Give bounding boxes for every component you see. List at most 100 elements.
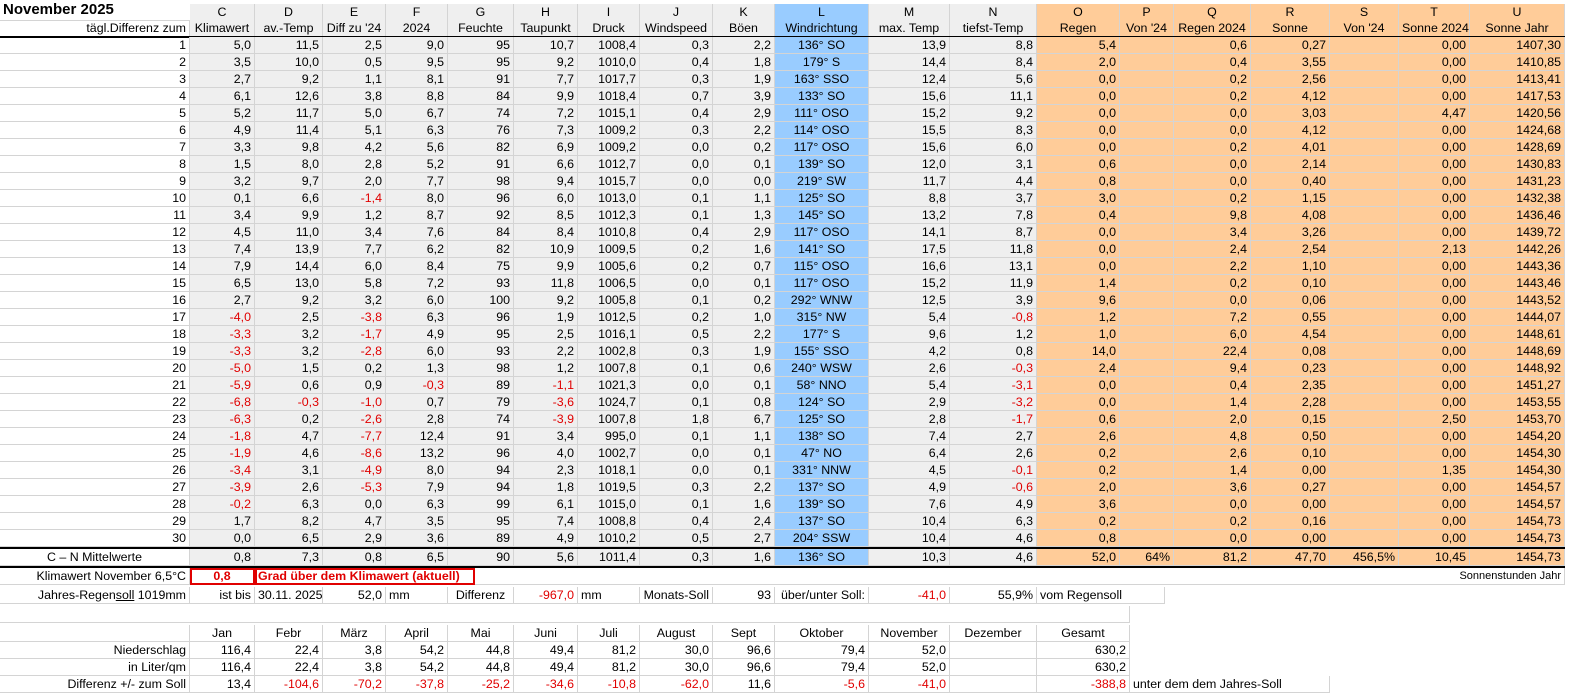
day-cell-f[interactable]: 2,8 [386,411,448,428]
day-number[interactable]: 12 [0,224,190,241]
day-cell-q[interactable]: 0,2 [1174,513,1251,530]
day-cell-o[interactable]: 0,0 [1037,258,1120,275]
vom-regensoll-label[interactable]: vom Regensoll [1037,587,1165,604]
day-number[interactable]: 22 [0,394,190,411]
day-cell-o[interactable]: 0,8 [1037,530,1120,547]
day-cell-n[interactable]: 9,2 [950,105,1037,122]
day-cell-h[interactable]: 6,6 [514,156,578,173]
day-cell-l[interactable]: 125° SO [775,411,869,428]
day-cell-l[interactable]: 117° OSO [775,139,869,156]
day-cell-k[interactable]: 1,3 [713,207,775,224]
day-cell-n[interactable]: 3,9 [950,292,1037,309]
day-cell-s[interactable] [1330,462,1399,479]
day-cell-p[interactable] [1120,207,1174,224]
day-cell-o[interactable]: 1,2 [1037,309,1120,326]
day-cell-d[interactable]: 3,2 [255,343,323,360]
day-number[interactable]: 27 [0,479,190,496]
day-cell-q[interactable]: 2,6 [1174,445,1251,462]
ist-unit[interactable]: mm [386,587,448,604]
day-cell-j[interactable]: 0,3 [640,71,713,88]
day-cell-c[interactable]: -6,3 [190,411,255,428]
day-cell-m[interactable]: 14,1 [869,224,950,241]
day-number[interactable]: 20 [0,360,190,377]
day-cell-k[interactable]: 0,1 [713,462,775,479]
day-cell-u[interactable]: 1451,27 [1470,377,1565,394]
mean-cell-f[interactable]: 6,5 [386,549,448,566]
day-cell-r[interactable]: 2,35 [1251,377,1330,394]
monthly-value[interactable]: -37,8 [386,676,448,693]
column-letter-e[interactable]: E [323,4,386,21]
day-cell-d[interactable]: 9,2 [255,71,323,88]
day-cell-s[interactable] [1330,326,1399,343]
day-cell-f[interactable]: 6,0 [386,292,448,309]
day-cell-s[interactable] [1330,258,1399,275]
day-cell-e[interactable]: -8,6 [323,445,386,462]
day-cell-i[interactable]: 1009,5 [578,241,640,258]
day-cell-t[interactable]: 2,50 [1399,411,1470,428]
mean-cell-r[interactable]: 47,70 [1251,549,1330,566]
mean-cell-d[interactable]: 7,3 [255,549,323,566]
day-cell-j[interactable]: 0,5 [640,530,713,547]
day-cell-r[interactable]: 0,00 [1251,530,1330,547]
day-cell-o[interactable]: 0,0 [1037,88,1120,105]
day-cell-r[interactable]: 4,08 [1251,207,1330,224]
day-cell-d[interactable]: 10,0 [255,54,323,71]
day-cell-f[interactable]: 4,9 [386,326,448,343]
day-cell-n[interactable]: 8,3 [950,122,1037,139]
monthly-value[interactable]: 30,0 [640,659,713,676]
day-cell-q[interactable]: 0,0 [1174,105,1251,122]
day-cell-l[interactable]: 145° SO [775,207,869,224]
monthly-value[interactable] [950,642,1037,659]
day-number[interactable]: 29 [0,513,190,530]
day-cell-r[interactable]: 3,03 [1251,105,1330,122]
day-cell-q[interactable]: 0,2 [1174,275,1251,292]
day-cell-q[interactable]: 0,0 [1174,122,1251,139]
regensoll-percent[interactable]: 55,9% [950,587,1037,604]
day-cell-n[interactable]: 1,2 [950,326,1037,343]
day-cell-q[interactable]: 0,4 [1174,54,1251,71]
day-cell-p[interactable] [1120,377,1174,394]
month-header[interactable]: Sept [713,625,775,642]
day-cell-h[interactable]: 7,2 [514,105,578,122]
day-cell-t[interactable]: 0,00 [1399,37,1470,54]
day-cell-j[interactable]: 0,4 [640,224,713,241]
day-cell-c[interactable]: -3,4 [190,462,255,479]
day-cell-h[interactable]: 4,0 [514,445,578,462]
day-cell-n[interactable]: 4,4 [950,173,1037,190]
day-cell-l[interactable]: 47° NO [775,445,869,462]
day-cell-r[interactable]: 2,56 [1251,71,1330,88]
differenz-unit[interactable]: mm [578,587,640,604]
day-cell-e[interactable]: 2,8 [323,156,386,173]
day-cell-r[interactable]: 1,10 [1251,258,1330,275]
day-cell-j[interactable]: 0,2 [640,241,713,258]
day-cell-j[interactable]: 0,0 [640,275,713,292]
column-letter-j[interactable]: J [640,4,713,21]
day-cell-t[interactable]: 0,00 [1399,496,1470,513]
day-cell-c[interactable]: 6,5 [190,275,255,292]
day-cell-e[interactable]: -1,0 [323,394,386,411]
day-cell-g[interactable]: 95 [448,37,514,54]
day-cell-h[interactable]: 7,7 [514,71,578,88]
mean-cell-q[interactable]: 81,2 [1174,549,1251,566]
day-cell-d[interactable]: 9,9 [255,207,323,224]
day-cell-j[interactable]: 0,1 [640,292,713,309]
day-cell-o[interactable]: 0,2 [1037,462,1120,479]
day-cell-r[interactable]: 4,12 [1251,122,1330,139]
day-cell-c[interactable]: -1,9 [190,445,255,462]
day-cell-g[interactable]: 84 [448,224,514,241]
day-cell-n[interactable]: 5,6 [950,71,1037,88]
day-cell-d[interactable]: 2,6 [255,479,323,496]
day-cell-j[interactable]: 0,5 [640,326,713,343]
day-cell-o[interactable]: 0,0 [1037,139,1120,156]
column-letter-s[interactable]: S [1330,4,1399,21]
day-cell-j[interactable]: 0,0 [640,173,713,190]
day-number[interactable]: 26 [0,462,190,479]
day-cell-l[interactable]: 204° SSW [775,530,869,547]
day-cell-t[interactable]: 0,00 [1399,224,1470,241]
day-cell-c[interactable]: 4,9 [190,122,255,139]
day-cell-u[interactable]: 1453,70 [1470,411,1565,428]
ueber-unter-soll-label[interactable]: über/unter Soll: [775,587,869,604]
day-cell-n[interactable]: 2,7 [950,428,1037,445]
day-cell-u[interactable]: 1431,23 [1470,173,1565,190]
monthly-header-blank[interactable] [0,625,190,642]
